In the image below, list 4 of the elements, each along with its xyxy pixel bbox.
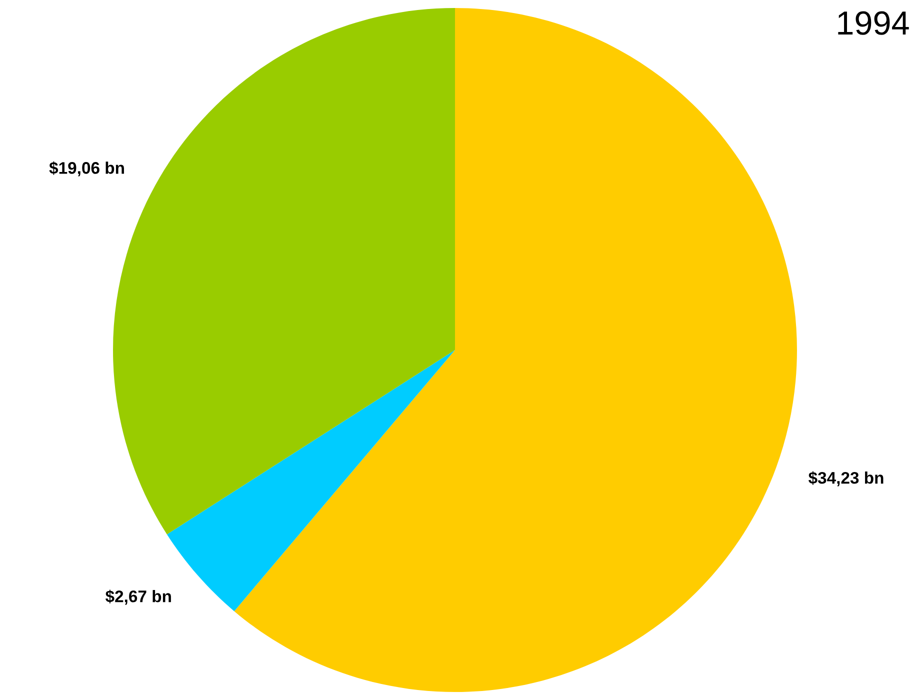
data-label: $34,23 bn bbox=[808, 471, 884, 486]
data-label: $19,06 bn bbox=[49, 161, 124, 176]
data-label: $2,67 bn bbox=[105, 590, 171, 605]
chart-title: 1994 bbox=[838, 11, 909, 35]
